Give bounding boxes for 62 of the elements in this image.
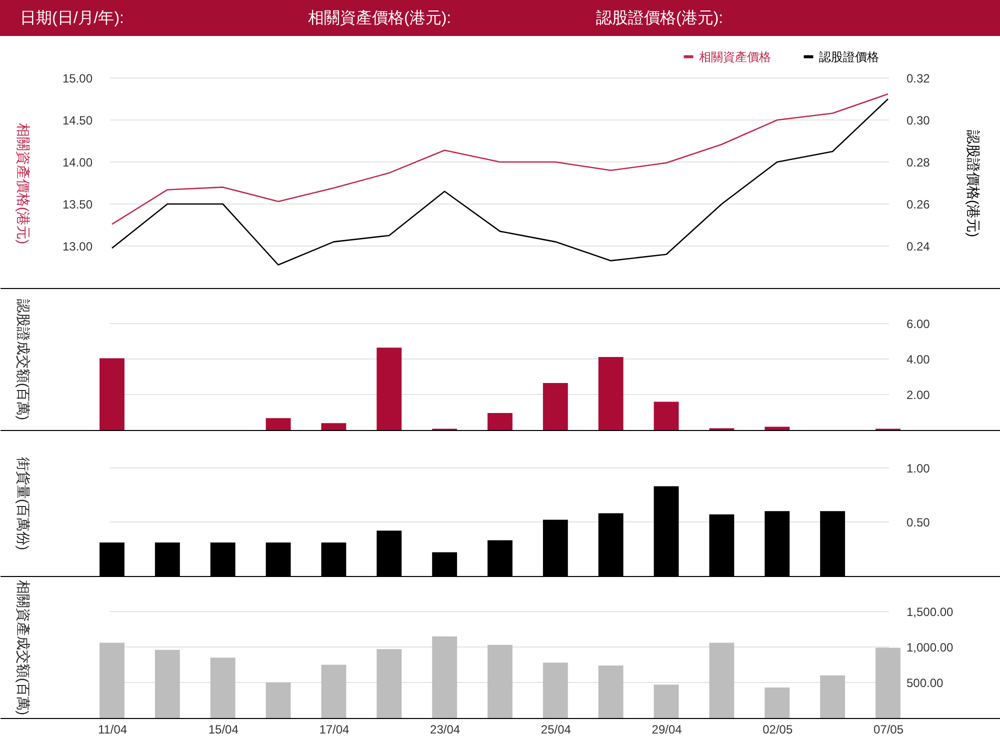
bar — [154, 650, 180, 718]
x-tick-label: 17/04 — [319, 722, 350, 736]
y-axis-title: 相關資產價格(港元) — [16, 122, 32, 244]
bar — [266, 682, 291, 718]
bar — [432, 636, 458, 718]
bar — [709, 642, 734, 718]
bar — [266, 418, 291, 430]
y-axis-title: 相關資產成交額(百萬) — [16, 580, 32, 716]
y-tick-label: 14.00 — [62, 156, 93, 170]
bar — [764, 426, 790, 430]
y-axis-title: 街貨量(百萬份) — [16, 456, 32, 550]
legend-label: 認股證價格 — [819, 50, 879, 64]
y-tick-label: 4.00 — [906, 352, 930, 366]
x-tick-label: 29/04 — [652, 722, 682, 736]
text: 相關資產價格(港元): — [308, 9, 452, 27]
y2-tick-label: 0.26 — [906, 198, 930, 212]
bar — [598, 357, 624, 430]
x-tick-label: 25/04 — [540, 722, 572, 736]
bar — [321, 664, 346, 718]
y2-tick-label: 0.30 — [906, 114, 930, 128]
y-tick-label: 1,000.00 — [906, 640, 954, 654]
line-series — [111, 93, 889, 225]
bar — [210, 658, 236, 718]
bar — [654, 684, 679, 718]
y2-tick-label: 0.28 — [906, 156, 930, 170]
x-tick-label: 11/04 — [98, 722, 128, 736]
x-tick-label: 07/05 — [873, 722, 904, 736]
bar — [542, 662, 568, 718]
bar — [876, 648, 900, 718]
y-tick-label: 1.00 — [906, 461, 930, 476]
bar — [100, 642, 124, 718]
y-tick-label: 500.00 — [906, 676, 944, 690]
y2-tick-label: 0.32 — [906, 72, 930, 86]
x-tick-label: 23/04 — [430, 722, 460, 736]
x-tick-label: 02/05 — [762, 722, 793, 736]
bar — [764, 687, 790, 718]
text: 認股證價格(港元): — [596, 9, 724, 27]
bar — [542, 382, 568, 430]
y2-tick-label: 0.24 — [906, 240, 930, 254]
y-tick-label: 0.50 — [906, 515, 930, 530]
legend-label: 相關資產價格 — [699, 50, 771, 64]
text: 日期(日/月/年): — [20, 9, 124, 27]
y-tick-label: 14.50 — [62, 114, 93, 128]
bar — [598, 665, 624, 718]
y-tick-label: 15.00 — [62, 72, 93, 86]
y2-axis-title: 認股證價格(港元) — [966, 130, 982, 238]
bar — [488, 644, 512, 718]
bar — [654, 402, 679, 430]
y-tick-label: 13.00 — [62, 240, 93, 254]
bar — [376, 348, 402, 430]
y-axis-title: 認股證成交額(百萬) — [16, 298, 32, 420]
bar — [820, 675, 846, 718]
y-tick-label: 6.00 — [906, 317, 930, 331]
bar — [321, 423, 346, 430]
y-tick-label: 1,500.00 — [906, 605, 954, 619]
bar — [488, 412, 512, 430]
x-tick-label: 15/04 — [208, 722, 239, 736]
bar — [376, 649, 402, 718]
bar — [100, 358, 124, 430]
y-tick-label: 13.50 — [62, 198, 93, 212]
line-series — [111, 98, 889, 266]
y-tick-label: 2.00 — [906, 388, 930, 402]
